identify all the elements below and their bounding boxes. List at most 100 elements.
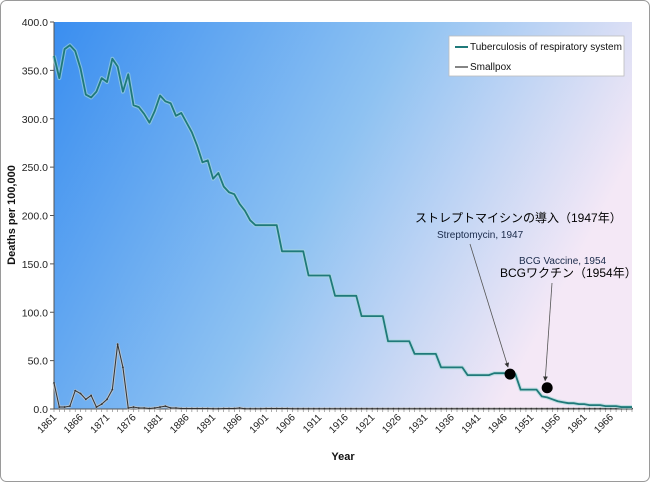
smallpox-point <box>440 407 443 410</box>
smallpox-point <box>291 407 294 410</box>
smallpox-point <box>403 407 405 410</box>
smallpox-point <box>281 407 283 410</box>
smallpox-point <box>593 407 596 410</box>
smallpox-point <box>418 407 421 410</box>
smallpox-point <box>434 407 437 410</box>
y-tick-label: 300.0 <box>22 114 48 126</box>
smallpox-point <box>350 407 352 410</box>
smallpox-point <box>344 407 347 410</box>
legend-label-smallpox: Smallpox <box>470 62 511 73</box>
smallpox-point <box>206 407 209 410</box>
smallpox-point <box>111 388 114 391</box>
smallpox-point <box>100 403 103 406</box>
smallpox-point <box>122 366 124 369</box>
smallpox-point <box>567 407 570 410</box>
smallpox-point <box>424 407 427 410</box>
smallpox-point <box>339 407 342 410</box>
smallpox-point <box>228 407 230 410</box>
smallpox-point <box>153 407 156 409</box>
y-tick-label: 200.0 <box>22 211 48 223</box>
y-tick-label: 100.0 <box>22 307 48 319</box>
smallpox-point <box>604 407 607 410</box>
y-tick-label: 150.0 <box>22 259 48 271</box>
smallpox-point <box>53 381 55 384</box>
y-axis-title: Deaths per 100,000 <box>6 165 18 265</box>
annotation-streptomycin-ja: ストレプトマイシンの導入（1947年） <box>415 211 622 225</box>
smallpox-point <box>275 407 278 410</box>
smallpox-point <box>588 407 591 410</box>
smallpox-point <box>312 407 315 410</box>
smallpox-point <box>159 406 161 408</box>
smallpox-point <box>397 407 400 410</box>
y-tick-label: 50.0 <box>28 356 49 368</box>
legend-label-tuberculosis: Tuberculosis of respiratory system <box>470 42 622 53</box>
annotation-layer: ストレプトマイシンの導入（1947年） Streptomycin, 1947 B… <box>415 211 637 394</box>
smallpox-point <box>509 407 511 410</box>
smallpox-point <box>556 407 559 410</box>
legend-box <box>448 35 625 77</box>
x-axis-title: Year <box>331 451 355 463</box>
smallpox-point <box>546 407 549 410</box>
smallpox-point <box>254 407 257 410</box>
smallpox-point <box>143 407 146 409</box>
smallpox-point <box>79 392 82 395</box>
smallpox-point <box>84 398 87 401</box>
smallpox-point <box>572 407 575 410</box>
smallpox-point <box>450 407 453 410</box>
smallpox-point <box>58 406 61 408</box>
smallpox-point <box>185 407 188 410</box>
smallpox-point <box>562 407 564 410</box>
smallpox-point <box>615 407 617 410</box>
smallpox-point <box>175 407 177 409</box>
smallpox-point <box>477 407 480 410</box>
smallpox-point <box>318 407 321 410</box>
smallpox-point <box>530 407 533 410</box>
smallpox-point <box>445 407 448 410</box>
smallpox-point <box>514 407 517 410</box>
smallpox-point <box>95 406 98 408</box>
smallpox-point <box>525 407 527 410</box>
smallpox-point <box>334 407 336 410</box>
smallpox-point <box>190 407 193 410</box>
smallpox-point <box>472 407 474 410</box>
smallpox-point <box>387 407 389 410</box>
smallpox-point <box>233 407 236 410</box>
smallpox-point <box>169 407 172 409</box>
smallpox-point <box>302 407 305 410</box>
smallpox-point <box>371 407 374 410</box>
smallpox-point <box>381 407 384 410</box>
smallpox-point <box>493 407 496 410</box>
smallpox-point <box>222 407 225 410</box>
smallpox-point <box>551 407 554 410</box>
smallpox-point <box>456 407 458 410</box>
smallpox-point <box>297 407 299 410</box>
smallpox-point <box>413 407 416 410</box>
annotation-bcg-en: BCG Vaccine, 1954 <box>519 256 607 267</box>
y-axis: 0.0 50.0 100.0 150.0 200.0 250.0 300.0 350.0 400… <box>22 17 55 416</box>
smallpox-point <box>148 407 151 410</box>
y-tick-label: 250.0 <box>22 162 48 174</box>
smallpox-point <box>429 407 432 410</box>
smallpox-point <box>461 407 464 410</box>
smallpox-point <box>164 405 167 407</box>
smallpox-point <box>487 407 490 410</box>
smallpox-point <box>106 398 108 401</box>
smallpox-point <box>323 407 326 410</box>
smallpox-point <box>355 407 358 410</box>
smallpox-point <box>578 407 580 410</box>
smallpox-point <box>201 407 204 410</box>
smallpox-point <box>498 407 501 410</box>
smallpox-point <box>127 407 130 409</box>
smallpox-point <box>249 407 252 410</box>
smallpox-point <box>69 405 71 407</box>
smallpox-point <box>583 407 586 410</box>
smallpox-point <box>609 407 612 410</box>
smallpox-point <box>503 407 506 410</box>
smallpox-point <box>63 406 66 408</box>
smallpox-point <box>599 407 602 410</box>
streptomycin-marker <box>504 368 516 380</box>
smallpox-point <box>360 407 363 410</box>
smallpox-point <box>137 407 140 409</box>
bcg-marker <box>541 382 553 394</box>
